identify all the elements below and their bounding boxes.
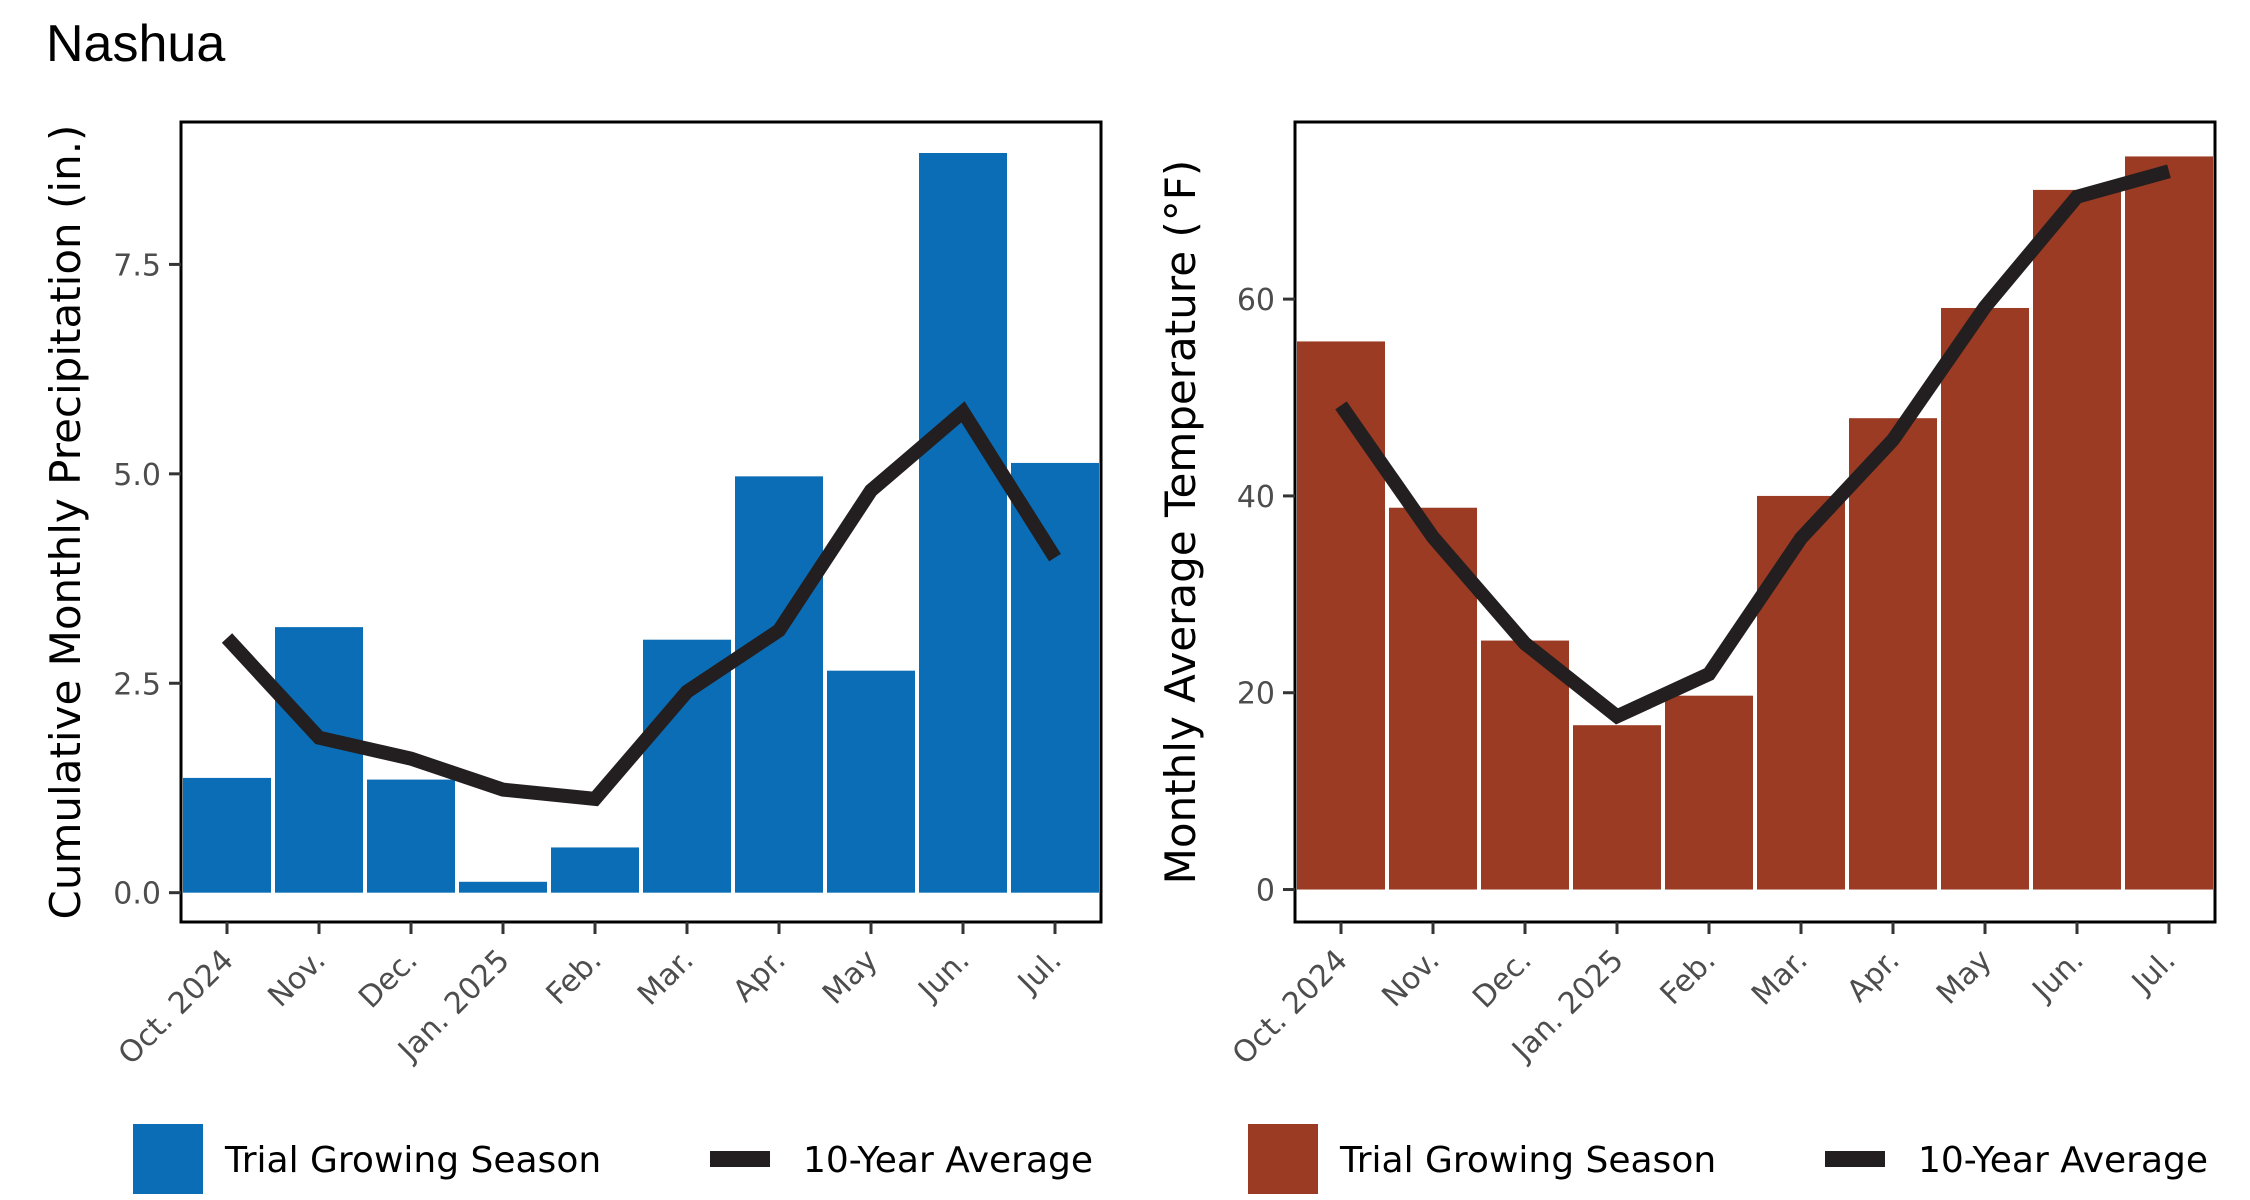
legend-label-average: 10-Year Average bbox=[1918, 1140, 2208, 1181]
bar-oct-2024 bbox=[1297, 341, 1385, 890]
bar-nov bbox=[275, 627, 363, 893]
bar-jul bbox=[1011, 462, 1099, 893]
bar-jul bbox=[2125, 156, 2213, 890]
y-tick-label: 2.5 bbox=[113, 667, 161, 702]
bar-jun bbox=[919, 152, 1007, 893]
bar-may bbox=[827, 670, 915, 893]
x-tick-label: Mar. bbox=[631, 943, 701, 1013]
x-tick-label: Dec. bbox=[1466, 943, 1539, 1016]
x-tick-label: Dec. bbox=[352, 943, 425, 1016]
bar-apr bbox=[1849, 418, 1937, 890]
x-tick-label: Apr. bbox=[726, 943, 792, 1009]
legend-label-average: 10-Year Average bbox=[803, 1140, 1093, 1181]
x-tick-label: Apr. bbox=[1840, 943, 1906, 1009]
x-tick-label: May bbox=[816, 943, 885, 1012]
x-tick-label: Feb. bbox=[540, 943, 609, 1012]
bar-mar bbox=[1757, 495, 1845, 890]
legend: Trial Growing Season 10-Year Average bbox=[1248, 1124, 2208, 1194]
y-tick-label: 60 bbox=[1237, 283, 1275, 318]
bar-mar bbox=[643, 639, 731, 893]
bar-may bbox=[1941, 307, 2029, 890]
y-tick-label: 0 bbox=[1256, 874, 1275, 909]
y-tick-label: 40 bbox=[1237, 480, 1275, 515]
bar-dec bbox=[1481, 640, 1569, 890]
ten-year-average-line bbox=[1335, 164, 2171, 725]
x-tick-label: Nov. bbox=[1375, 943, 1446, 1014]
y-tick-label: 20 bbox=[1237, 677, 1275, 712]
legend-swatch-bar bbox=[1248, 1124, 1318, 1194]
x-tick-label: May bbox=[1930, 943, 1999, 1012]
y-tick-label: 5.0 bbox=[113, 458, 161, 493]
x-tick-label: Oct. 2024 bbox=[1226, 943, 1355, 1072]
bar-jan-2025 bbox=[459, 881, 547, 893]
ten-year-average-line bbox=[221, 401, 1061, 807]
x-tick-label: Jun. bbox=[911, 943, 977, 1009]
bar-jan-2025 bbox=[1573, 725, 1661, 890]
x-tick-label: Jun. bbox=[2025, 943, 2091, 1009]
legend-label-trial: Trial Growing Season bbox=[1339, 1140, 1716, 1181]
x-tick-label: Jul. bbox=[1010, 943, 1069, 1002]
y-tick-label: 7.5 bbox=[113, 248, 161, 283]
legend-label-trial: Trial Growing Season bbox=[224, 1140, 601, 1181]
plot-frame bbox=[179, 120, 1103, 924]
bar-oct-2024 bbox=[183, 777, 271, 893]
bar-dec bbox=[367, 779, 455, 893]
y-tick-label: 0.0 bbox=[113, 877, 161, 912]
legend-swatch-bar bbox=[133, 1124, 203, 1194]
legend: Trial Growing Season 10-Year Average bbox=[133, 1124, 1093, 1194]
plot-frame bbox=[1293, 120, 2217, 924]
x-tick-label: Feb. bbox=[1654, 943, 1723, 1012]
bar-apr bbox=[735, 476, 823, 893]
x-tick-label: Mar. bbox=[1745, 943, 1815, 1013]
x-tick-label: Nov. bbox=[261, 943, 332, 1014]
x-tick-label: Oct. 2024 bbox=[112, 943, 241, 1072]
y-axis-title: Monthly Average Temperature (°F) bbox=[1156, 160, 1205, 885]
x-tick-label: Jul. bbox=[2124, 943, 2183, 1002]
y-axis-title: Cumulative Monthly Precipitation (in.) bbox=[41, 125, 90, 920]
bar-feb bbox=[1665, 695, 1753, 890]
page-title: Nashua bbox=[46, 15, 226, 73]
bar-feb bbox=[551, 847, 639, 893]
bar-jun bbox=[2033, 189, 2121, 890]
